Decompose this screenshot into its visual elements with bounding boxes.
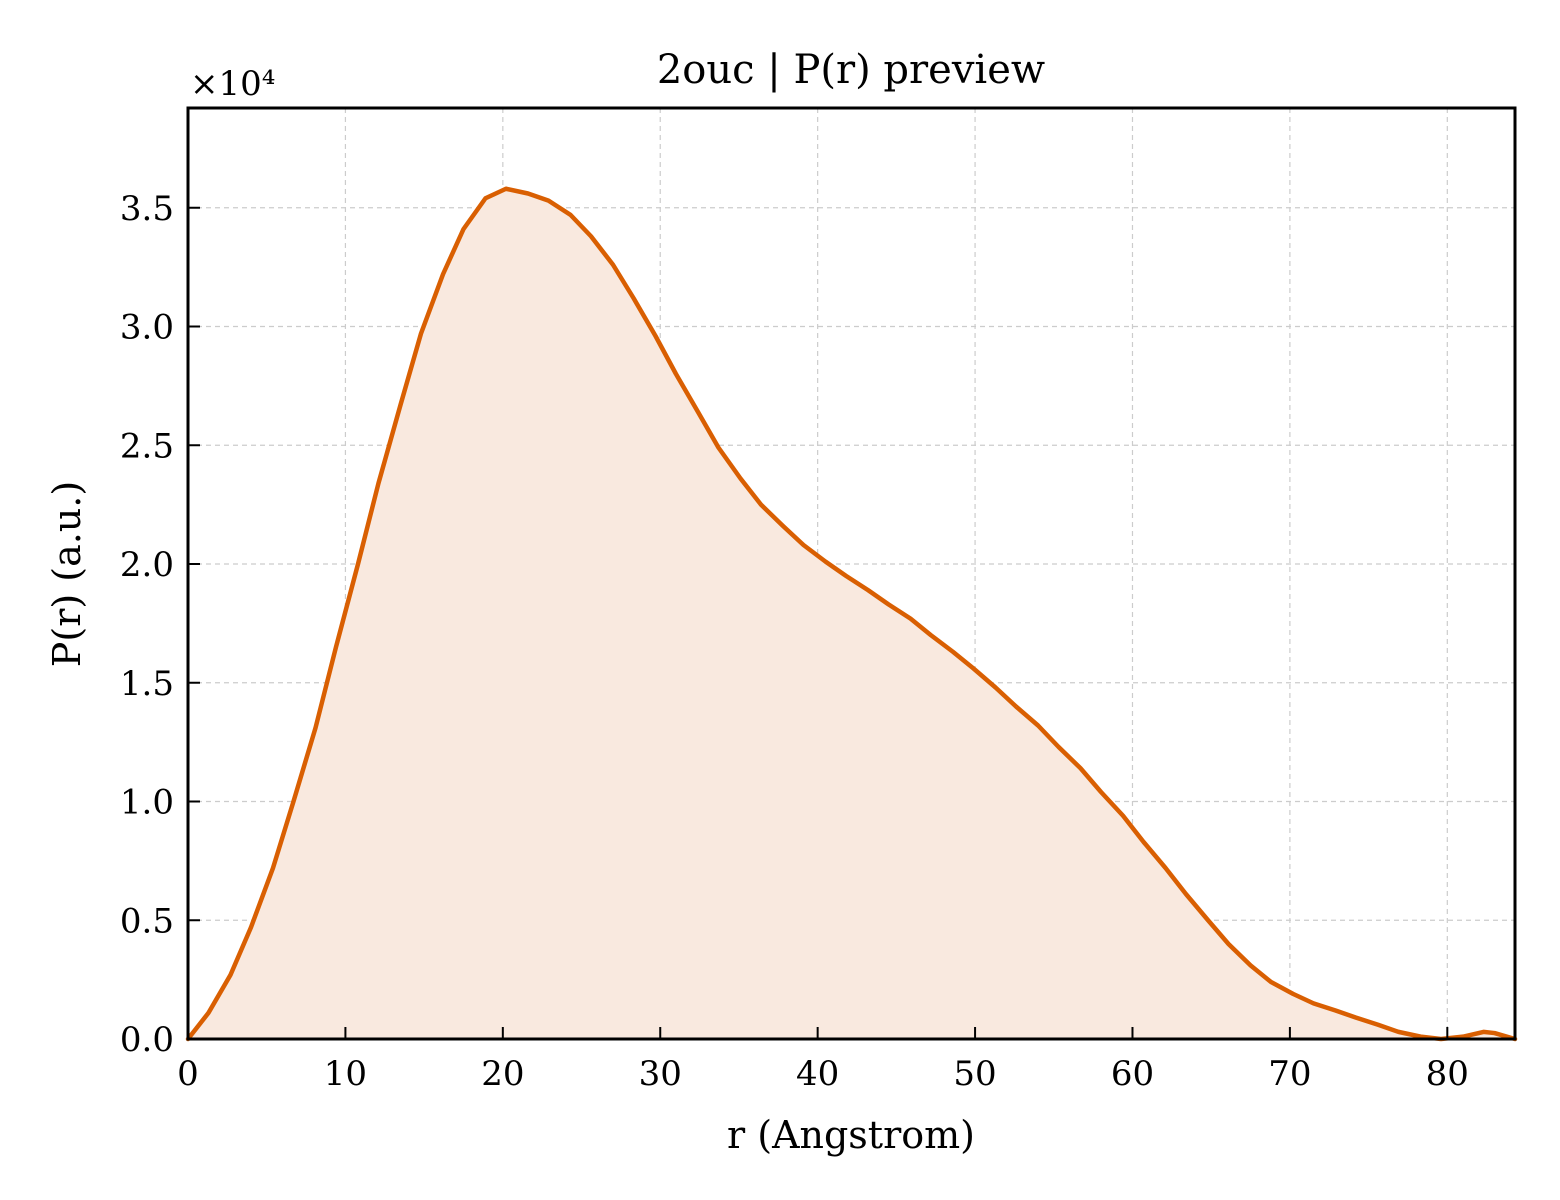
y-tick-label: 1.5 xyxy=(120,664,174,704)
x-tick-label: 50 xyxy=(953,1054,996,1094)
x-tick-label: 80 xyxy=(1426,1054,1469,1094)
y-tick-label: 3.0 xyxy=(120,308,174,348)
y-tick-label: 2.5 xyxy=(120,426,174,466)
y-axis-offset-label: ×10⁴ xyxy=(190,64,275,104)
x-tick-label: 70 xyxy=(1268,1054,1311,1094)
x-tick-label: 40 xyxy=(796,1054,839,1094)
chart-title: 2ouc | P(r) preview xyxy=(657,47,1045,93)
plot-frame xyxy=(186,106,1517,1041)
y-tick-label: 3.5 xyxy=(120,189,174,229)
x-tick-label: 10 xyxy=(324,1054,367,1094)
y-axis-label: P(r) (a.u.) xyxy=(45,481,89,667)
area-fill xyxy=(188,188,1515,1039)
ticks: 0 10 20 30 40 50 60 70 80 0.0 0.5 1.0 1.5 2.0 2.5 3.0 3.… xyxy=(120,189,1469,1094)
x-tick-label: 60 xyxy=(1111,1054,1154,1094)
x-tick-label: 30 xyxy=(639,1054,682,1094)
y-tick-label: 0.5 xyxy=(120,901,174,941)
y-tick-label: 0.0 xyxy=(120,1020,174,1060)
series-line xyxy=(185,186,1518,1042)
x-axis-label: r (Angstrom) xyxy=(727,1113,975,1157)
x-tick-label: 0 xyxy=(177,1054,199,1094)
y-tick-label: 2.0 xyxy=(120,545,174,585)
y-tick-label: 1.0 xyxy=(120,783,174,823)
x-tick-label: 20 xyxy=(481,1054,524,1094)
